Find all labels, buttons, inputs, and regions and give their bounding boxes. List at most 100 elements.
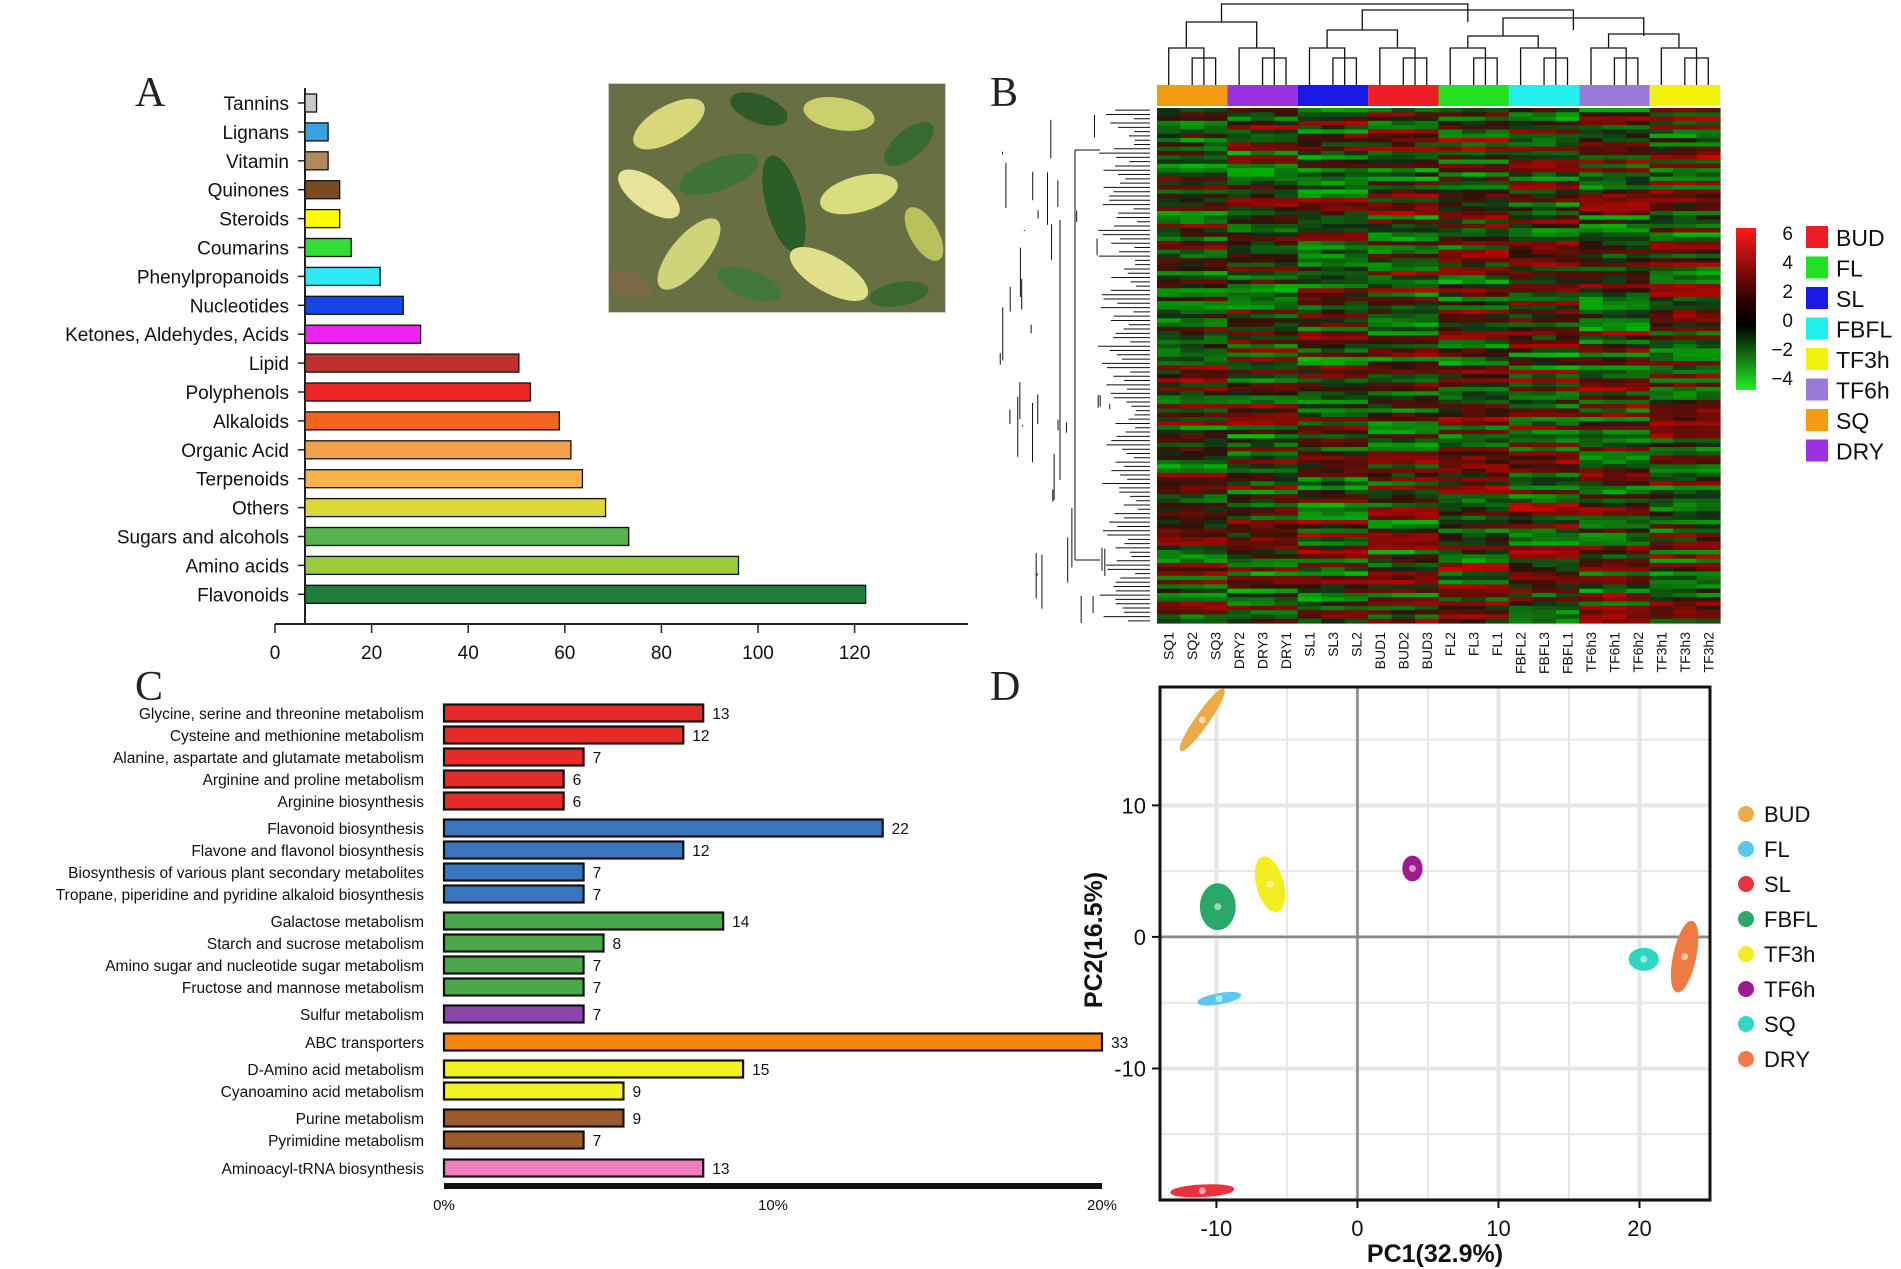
b-heat-cell: [1368, 120, 1393, 126]
b-heat-cell: [1321, 558, 1346, 564]
b-heat-cell: [1391, 618, 1416, 624]
b-heat-cell: [1157, 412, 1182, 418]
a-category-label: Quinones: [208, 181, 289, 202]
b-heat-cell: [1673, 112, 1698, 118]
b-heat-cell: [1649, 417, 1674, 422]
b-heat-cell: [1532, 138, 1557, 143]
b-heat-cell: [1203, 575, 1228, 581]
b-heat-cell: [1602, 211, 1627, 216]
b-heat-cell: [1391, 133, 1416, 139]
b-heat-cell: [1227, 142, 1252, 148]
b-heat-cell: [1673, 378, 1698, 384]
b-heat-cell: [1274, 365, 1299, 371]
b-heat-cell: [1649, 146, 1674, 152]
b-heat-cell: [1321, 481, 1346, 487]
b-heat-cell: [1696, 180, 1721, 186]
b-heat-cell: [1626, 335, 1651, 341]
b-heat-cell: [1555, 468, 1580, 474]
b-heat-cell: [1180, 541, 1205, 547]
b-heat-cell: [1696, 258, 1721, 264]
b-heat-cell: [1438, 511, 1463, 517]
b-heat-cell: [1391, 417, 1416, 422]
b-heat-cell: [1485, 168, 1510, 173]
b-heat-cell: [1696, 584, 1721, 590]
b-heat-cell: [1485, 185, 1510, 191]
b-heat-cell: [1274, 211, 1299, 216]
b-heat-cell: [1508, 584, 1533, 590]
b-heat-cell: [1626, 580, 1651, 585]
b-heat-cell: [1321, 275, 1346, 281]
b-heat-cell: [1227, 163, 1252, 169]
b-heat-cell: [1649, 206, 1674, 212]
b-heat-cell: [1180, 116, 1205, 122]
b-heat-cell: [1368, 421, 1393, 427]
b-heat-cell: [1579, 408, 1604, 414]
b-heat-cell: [1649, 541, 1674, 547]
b-heat-cell: [1415, 580, 1440, 585]
b-heat-cell: [1438, 232, 1463, 238]
c-bar: [442, 703, 705, 723]
b-heat-cell: [1579, 567, 1604, 573]
b-heat-cell: [1368, 202, 1393, 208]
b-heat-cell: [1508, 382, 1533, 388]
b-heat-cell: [1391, 211, 1416, 216]
b-heat-cell: [1555, 180, 1580, 186]
b-heat-cell: [1250, 365, 1275, 371]
b-heat-cell: [1485, 335, 1510, 341]
b-heat-cell: [1649, 305, 1674, 311]
b-heat-cell: [1555, 605, 1580, 611]
b-heat-cell: [1157, 610, 1182, 616]
b-heat-cell: [1157, 271, 1182, 276]
b-heat-cell: [1415, 541, 1440, 547]
b-heat-cell: [1626, 374, 1651, 379]
b-heat-cell: [1368, 412, 1393, 418]
b-heat-cell: [1227, 138, 1252, 143]
b-heat-cell: [1203, 580, 1228, 585]
b-heat-cell: [1602, 580, 1627, 585]
b-heat-cell: [1461, 391, 1487, 397]
b-heat-cell: [1157, 301, 1182, 307]
b-heat-cell: [1649, 172, 1674, 178]
b-heat-cell: [1250, 481, 1275, 487]
b-heat-cell: [1649, 296, 1674, 302]
b-heat-cell: [1250, 219, 1275, 225]
b-heat-cell: [1555, 112, 1580, 118]
b-heat-cell: [1157, 528, 1182, 534]
b-heat-cell: [1438, 434, 1463, 440]
b-heat-cell: [1250, 447, 1275, 452]
b-heat-cell: [1673, 335, 1698, 341]
b-heat-cell: [1438, 395, 1463, 401]
b-heat-cell: [1579, 193, 1604, 199]
b-heat-cell: [1415, 502, 1440, 508]
b-heat-cell: [1579, 155, 1604, 161]
b-heat-cell: [1673, 292, 1698, 298]
b-legend-label: FBFL: [1836, 317, 1892, 343]
b-heat-cell: [1203, 464, 1228, 470]
b-heat-cell: [1274, 580, 1299, 585]
b-heat-cell: [1485, 369, 1510, 375]
b-heat-cell: [1344, 447, 1369, 452]
b-heat-cell: [1555, 610, 1580, 616]
b-heat-cell: [1321, 434, 1346, 440]
b-heat-cell: [1626, 404, 1651, 410]
b-heat-cell: [1274, 511, 1299, 517]
b-heat-cell: [1649, 378, 1674, 384]
b-heat-cell: [1321, 489, 1346, 495]
b-heat-cell: [1274, 386, 1299, 392]
b-heat-cell: [1203, 133, 1228, 139]
b-heat-cell: [1415, 592, 1440, 598]
b-heat-cell: [1157, 180, 1182, 186]
b-heat-cell: [1438, 442, 1463, 448]
b-heat-cell: [1391, 155, 1416, 161]
b-heat-cell: [1180, 236, 1205, 242]
b-heat-cell: [1391, 305, 1416, 311]
b-heat-cell: [1532, 193, 1557, 199]
b-heat-cell: [1321, 580, 1346, 585]
b-heat-cell: [1321, 374, 1346, 379]
b-heat-cell: [1649, 438, 1674, 444]
b-heat-cell: [1391, 271, 1416, 276]
b-heat-cell: [1250, 455, 1275, 461]
b-heat-cell: [1461, 356, 1487, 362]
b-heat-cell: [1649, 236, 1674, 242]
b-heat-cell: [1461, 429, 1487, 435]
